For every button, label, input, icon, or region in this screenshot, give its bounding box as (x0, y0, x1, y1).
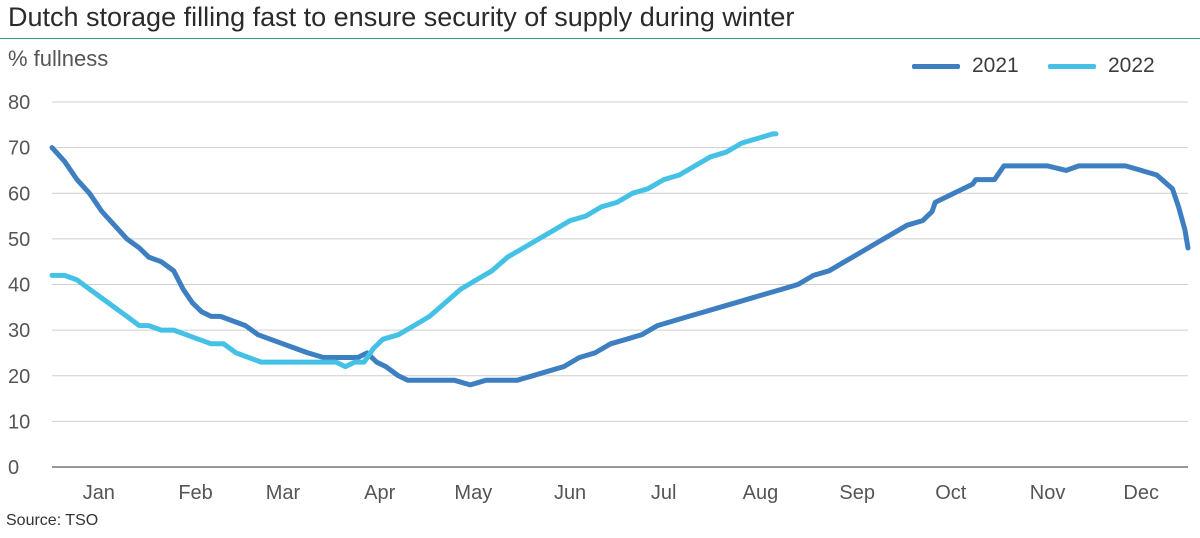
y-tick-label: 0 (8, 457, 19, 479)
legend-swatch-2021 (912, 63, 960, 69)
source-note: Source: TSO (6, 512, 99, 529)
y-tick-label: 30 (8, 320, 30, 342)
legend-item-2022: 2022 (1048, 54, 1155, 78)
x-tick-label: Oct (935, 482, 967, 504)
y-tick-label: 80 (8, 92, 30, 114)
chart-title: Dutch storage filling fast to ensure sec… (8, 2, 795, 32)
y-axis-label: % fullness (8, 46, 109, 71)
x-tick-label: Sep (839, 482, 875, 504)
x-tick-label: Jan (83, 482, 115, 504)
y-tick-label: 10 (8, 411, 30, 433)
legend-label-2021: 2021 (972, 54, 1019, 77)
y-tick-label: 40 (8, 275, 30, 297)
x-tick-label: Feb (178, 482, 212, 504)
gridlines (52, 101, 1188, 468)
legend-swatch-2022 (1048, 63, 1096, 69)
x-axis-ticks: Jan Feb Mar Apr May Jun Jul Aug Sep Oct Nov Dec (83, 482, 1159, 504)
x-tick-label: Jul (651, 482, 677, 504)
y-tick-label: 70 (8, 138, 30, 160)
x-tick-label: Dec (1123, 482, 1159, 504)
x-tick-label: Aug (743, 482, 779, 504)
x-tick-label: Nov (1030, 482, 1066, 504)
x-tick-label: May (454, 482, 492, 504)
y-tick-label: 20 (8, 366, 30, 388)
legend-item-2021: 2021 (912, 54, 1019, 78)
y-axis-ticks: 0 10 20 30 40 50 60 70 80 (8, 92, 30, 479)
series-line-2021 (49, 145, 1191, 388)
series-line-2022 (49, 131, 779, 370)
legend-label-2022: 2022 (1108, 54, 1155, 77)
x-tick-label: Jun (554, 482, 586, 504)
y-tick-label: 50 (8, 229, 30, 251)
y-tick-label: 60 (8, 183, 30, 205)
x-tick-label: Mar (266, 482, 301, 504)
x-tick-label: Apr (364, 482, 395, 504)
series-lines (49, 131, 1191, 388)
title-rule (0, 38, 1200, 39)
